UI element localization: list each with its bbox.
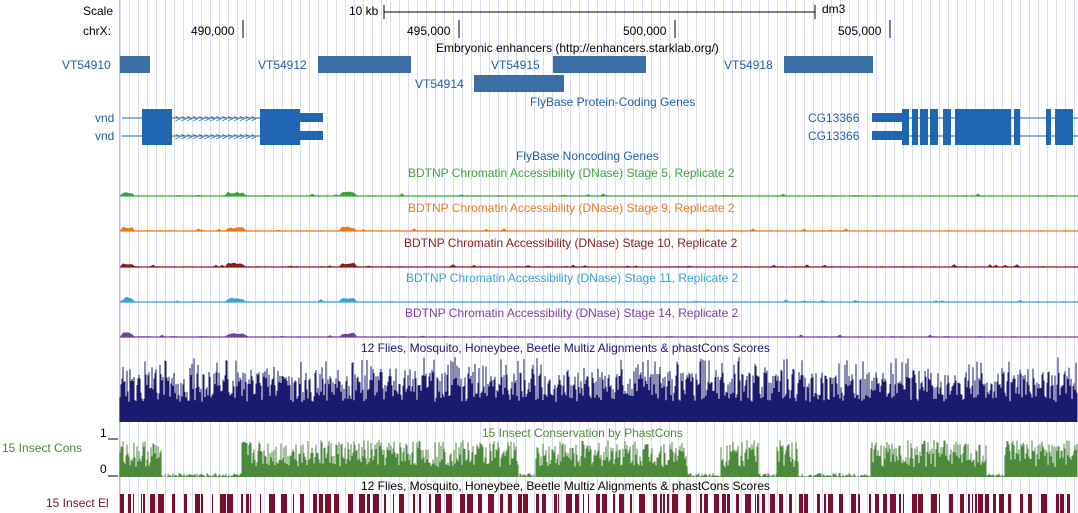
scale-bar-label: 10 kb [349,4,379,18]
scale-label: Scale [83,4,114,18]
flybase-noncoding-title: FlyBase Noncoding Genes [516,149,659,163]
enhancers-track-title: Embryonic enhancers (http://enhancers.st… [436,41,719,55]
window-start-line [119,0,120,513]
dnase-stage5-title: BDTNP Chromatin Accessibility (DNase) St… [408,166,735,180]
multiz-conservation-plot [119,357,1078,422]
enhancer-feature[interactable] [318,56,411,73]
ruler-ticks [242,20,891,38]
insect-cons-ymin: 0 [100,462,107,476]
insect-cons-side-label[interactable]: 15 Insect Cons [2,441,83,455]
gene-models[interactable]: >>>>>>>>>>>>>> >>>>>>>>>>>>>> [0,0,1078,160]
dnase-stage9-title: BDTNP Chromatin Accessibility (DNase) St… [408,201,735,215]
ruler-pos-3: 500,000 [623,24,667,38]
chrom-label: chrX: [83,24,112,38]
insect-cons-axis [108,438,118,477]
browser-grid [120,0,1078,513]
dnase-stage14-title: BDTNP Chromatin Accessibility (DNase) St… [405,306,739,320]
multiz-track-title: 12 Flies, Mosquito, Honeybee, Beetle Mul… [361,341,770,355]
svg-text:>>>>>>>>>>>>>>: >>>>>>>>>>>>>> [175,114,257,125]
insect-cons-title: 15 Insect Conservation by PhastCons [482,426,683,440]
enhancer-feature[interactable] [553,56,646,73]
ruler-pos-1: 490,000 [191,24,235,38]
svg-text:>>>>>>>>>>>>>>: >>>>>>>>>>>>>> [175,132,257,143]
gene-label-vnd[interactable]: vnd [95,129,115,143]
ruler-pos-2: 495,000 [407,24,451,38]
multiz2-track-title: 12 Flies, Mosquito, Honeybee, Beetle Mul… [361,479,770,493]
gene-label-vnd[interactable]: vnd [95,111,115,125]
scale-bar [383,5,816,19]
gene-model-cg13366[interactable] [872,127,1078,145]
dnase-stage10-title: BDTNP Chromatin Accessibility (DNase) St… [404,236,738,250]
flybase-coding-title: FlyBase Protein-Coding Genes [530,95,696,109]
assembly-label: dm3 [822,2,846,16]
insect-el-side-label[interactable]: 15 Insect El [46,496,109,510]
ruler-pos-4: 505,000 [838,24,882,38]
enhancer-feature[interactable] [120,56,150,73]
dnase-stage11-title: BDTNP Chromatin Accessibility (DNase) St… [406,271,739,285]
enhancer-label[interactable]: VT54918 [724,58,773,72]
enhancer-label[interactable]: VT54914 [415,77,464,91]
enhancer-label[interactable]: VT54915 [491,58,540,72]
gene-model-vnd[interactable]: >>>>>>>>>>>>>> [122,109,323,127]
enhancer-feature[interactable] [474,75,564,92]
insect-cons-ymax: 1 [100,426,107,440]
gene-model-cg13366[interactable] [872,109,1078,127]
enhancer-label[interactable]: VT54912 [258,58,307,72]
enhancer-feature[interactable] [784,56,873,73]
gene-model-vnd[interactable]: >>>>>>>>>>>>>> [122,127,323,145]
dnase-signal-tracks [120,191,1078,338]
insect-cons-plot [119,440,1078,477]
gene-label-cg13366[interactable]: CG13366 [808,129,860,143]
gene-label-cg13366[interactable]: CG13366 [808,111,860,125]
insect-elements-plot [120,494,1070,513]
enhancer-label[interactable]: VT54910 [62,58,111,72]
